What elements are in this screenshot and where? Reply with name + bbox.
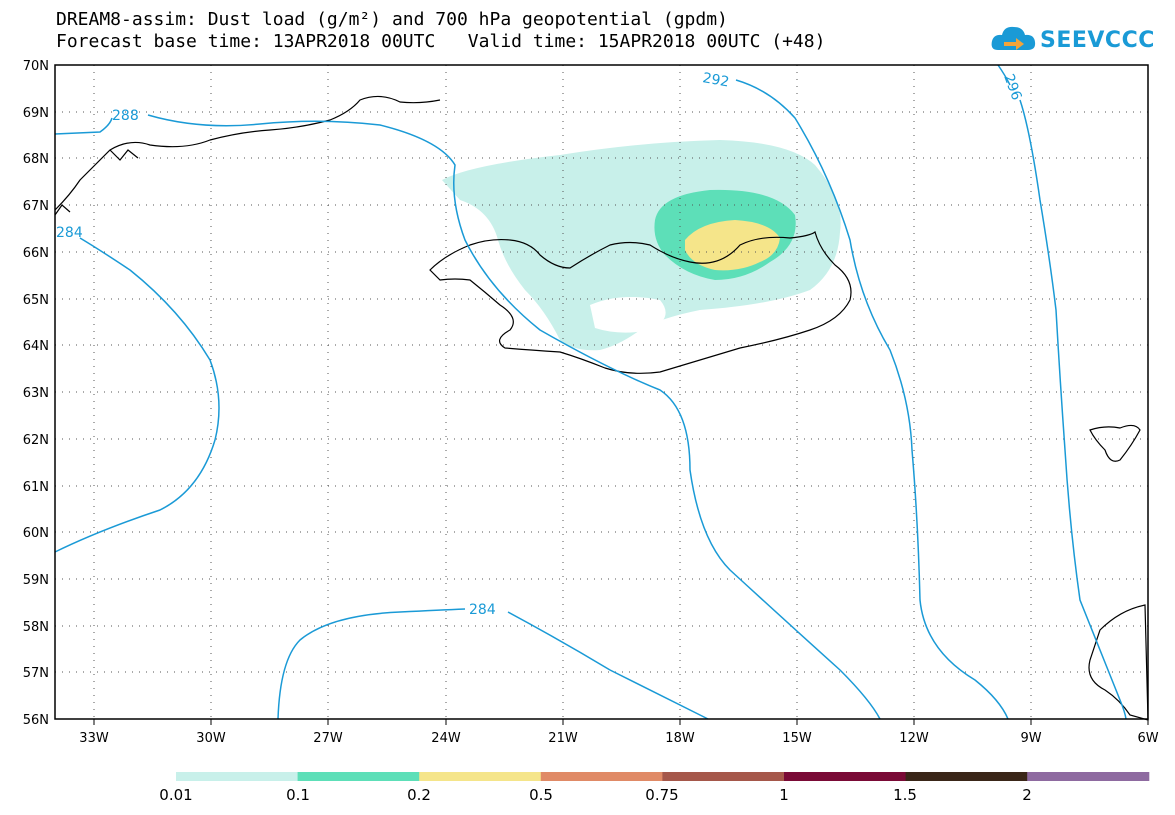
contour-284-bottom: [277, 608, 709, 720]
geopotential-contours: [54, 64, 1127, 720]
colorbar-label: 1.5: [893, 786, 917, 804]
lat-label: 58N: [23, 620, 49, 635]
lon-label: 33W: [79, 731, 109, 746]
contour-label-292: 292: [701, 70, 730, 90]
coastline: [54, 95, 1149, 721]
lat-label: 69N: [23, 106, 49, 121]
lat-label: 57N: [23, 666, 49, 681]
lat-label: 56N: [23, 713, 49, 728]
faroe-coast: [1089, 424, 1141, 462]
lat-label: 68N: [23, 152, 49, 167]
axis-ticks: [93, 719, 1149, 725]
lat-label: 63N: [23, 386, 49, 401]
colorbar-label: 0.75: [645, 786, 679, 804]
map-subtitle: Forecast base time: 13APR2018 00UTC Vali…: [56, 31, 826, 52]
contour-288: [54, 114, 881, 720]
lat-label: 66N: [23, 246, 49, 261]
grid: [55, 65, 1148, 719]
contour-296: [997, 64, 1127, 720]
colorbar-label: 1: [779, 786, 789, 804]
lat-label: 64N: [23, 339, 49, 354]
lat-label: 70N: [23, 59, 49, 74]
contour-292: [735, 79, 1009, 720]
lon-label: 24W: [431, 731, 461, 746]
colorbar-swatch: [905, 772, 1028, 781]
colorbar-swatch: [419, 772, 542, 781]
contour-label-288: 288: [112, 108, 139, 124]
iceland-coast: [429, 230, 852, 374]
contour-label-296: 296: [1000, 72, 1024, 103]
lon-label: 12W: [899, 731, 929, 746]
dust-0.2-area: [685, 220, 780, 271]
dust-shading: [442, 140, 841, 351]
lon-label: 9W: [1020, 731, 1041, 746]
lat-label: 65N: [23, 293, 49, 308]
lon-label: 15W: [782, 731, 812, 746]
cloud-logo-icon: [991, 26, 1036, 50]
lon-label: 30W: [196, 731, 226, 746]
greenland-coast: [54, 95, 441, 216]
contour-label-284-left: 284: [56, 225, 83, 241]
colorbar-label: 0.01: [159, 786, 193, 804]
map-title: DREAM8-assim: Dust load (g/m²) and 700 h…: [56, 9, 728, 30]
colorbar-swatch: [176, 772, 299, 781]
map-frame: [54, 64, 1149, 720]
lat-label: 60N: [23, 526, 49, 541]
lat-label: 61N: [23, 480, 49, 495]
dust-gap: [590, 296, 666, 333]
colorbar-swatch: [1027, 772, 1150, 781]
seevccc-logo: SEEVCCC: [990, 22, 1154, 56]
lat-label: 62N: [23, 433, 49, 448]
colorbar-label: 2: [1022, 786, 1032, 804]
latitude-labels: 70N 69N 68N 67N 66N 65N 64N 63N 62N 61N …: [23, 59, 49, 728]
colorbar-swatch: [784, 772, 907, 781]
colorbar: [176, 772, 1150, 781]
lat-label: 59N: [23, 573, 49, 588]
colorbar-swatch: [297, 772, 420, 781]
colorbar-label: 0.5: [529, 786, 553, 804]
contour-284-left: [54, 237, 220, 553]
colorbar-label: 0.2: [407, 786, 431, 804]
lon-label: 21W: [548, 731, 578, 746]
lat-label: 67N: [23, 199, 49, 214]
lon-label: 6W: [1137, 731, 1158, 746]
colorbar-swatch: [662, 772, 785, 781]
logo-text: SEEVCCC: [1040, 28, 1155, 53]
scotland-coast: [1088, 604, 1149, 721]
contour-label-284-bottom: 284: [469, 602, 496, 618]
lon-label: 27W: [313, 731, 343, 746]
colorbar-swatch: [540, 772, 663, 781]
longitude-labels: 33W 30W 27W 24W 21W 18W 15W 12W 9W 6W: [79, 731, 1158, 746]
lon-label: 18W: [665, 731, 695, 746]
colorbar-label: 0.1: [286, 786, 310, 804]
